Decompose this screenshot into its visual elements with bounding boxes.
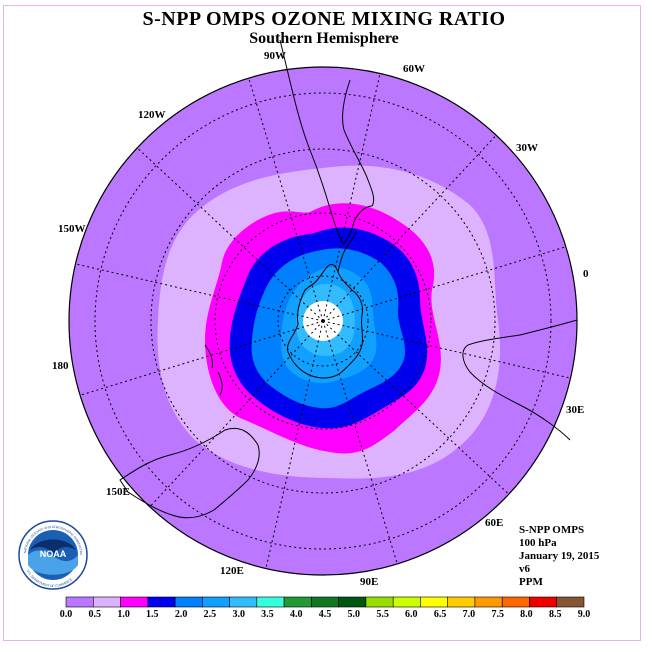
colorbar-tick-label: 1.5 — [146, 609, 159, 620]
colorbar-tick-label: 2.5 — [203, 609, 217, 620]
lon-label-120e: 120E — [220, 565, 244, 577]
latitude-circle-80s — [277, 275, 369, 367]
lon-label-90e: 90E — [360, 576, 379, 588]
colorbar-tick-label: 0.5 — [88, 609, 102, 620]
meridian-line — [322, 320, 398, 565]
colorbar-tick-label: 8.5 — [548, 609, 562, 620]
noaa-logo: NOAA NATIONAL OCEANIC AND ATMOSPHERIC AD… — [18, 520, 88, 590]
antarctica-coastline — [286, 263, 364, 379]
map-subtitle: Southern Hemisphere — [249, 30, 399, 47]
info-units: PPM — [519, 576, 543, 588]
map-title: S-NPP OMPS OZONE MIXING RATIO — [142, 8, 506, 30]
antarctic-peninsula — [337, 231, 357, 273]
meridian-line — [322, 246, 567, 322]
lon-label-60w: 60W — [403, 63, 425, 75]
colorbar-tick-label: 7.0 — [462, 609, 476, 620]
colorbar-tick-label: 3.0 — [232, 609, 245, 620]
info-version: v6 — [519, 563, 530, 575]
map-border — [68, 66, 578, 576]
colorbar-tick-label: 6.5 — [433, 609, 447, 620]
colorbar-tick-label: 3.5 — [261, 609, 274, 620]
colorbar-tick-label: 0.0 — [59, 609, 73, 620]
colorbar-tick-label: 8.0 — [520, 609, 533, 620]
page-frame — [3, 5, 641, 641]
lon-label-150e: 150E — [106, 486, 130, 498]
lon-label-30e: 30E — [566, 404, 585, 416]
lon-label-30w: 30W — [516, 142, 538, 154]
lon-label-150w: 150W — [58, 223, 86, 235]
info-instrument: S-NPP OMPS — [519, 524, 585, 536]
colorbar-tick-label: 5.5 — [376, 609, 389, 620]
lon-label-120w: 120W — [138, 109, 166, 121]
lon-label-90w: 90W — [264, 50, 286, 62]
australia-coastline — [119, 427, 260, 519]
colorbar-tick-label: 2.0 — [174, 609, 188, 620]
lon-label-60e: 60E — [485, 517, 504, 529]
south-america-coastline — [279, 39, 375, 245]
colorbar-tick-label: 6.0 — [405, 609, 418, 620]
meridian-line — [322, 320, 571, 379]
coastlines — [119, 39, 578, 519]
meridian-line — [79, 320, 324, 396]
latitude-circle-40s — [150, 148, 496, 494]
colorbar-tick-label: 4.0 — [289, 609, 303, 620]
africa-coastline — [462, 319, 578, 441]
graticule — [75, 73, 571, 569]
info-date: January 19, 2015 — [519, 550, 600, 562]
meridian-line — [248, 77, 324, 322]
latitude-circle-60s — [214, 212, 432, 430]
meridian-line — [149, 320, 324, 508]
latitude-circle-20s — [94, 92, 552, 550]
info-level: 100 hPa — [519, 537, 557, 549]
colorbar-tick-label: 1.0 — [117, 609, 130, 620]
colorbar-tick-label: 5.0 — [347, 609, 361, 620]
logo-text: NOAA — [40, 549, 67, 559]
lon-label-0: 0 — [583, 268, 589, 280]
colorbar-tick-label: 7.5 — [491, 609, 504, 620]
meridian-line — [136, 147, 324, 322]
lon-label-180: 180 — [52, 360, 69, 372]
meridian-line — [75, 263, 324, 322]
colorbar-tick-label: 4.5 — [318, 609, 332, 620]
meridian-line — [322, 320, 510, 495]
meridian-line — [265, 320, 324, 569]
colorbar-tick-label: 9.0 — [577, 609, 591, 620]
new-zealand-coastline — [204, 344, 223, 396]
meridian-line — [322, 134, 497, 322]
meridian-line — [322, 73, 381, 322]
